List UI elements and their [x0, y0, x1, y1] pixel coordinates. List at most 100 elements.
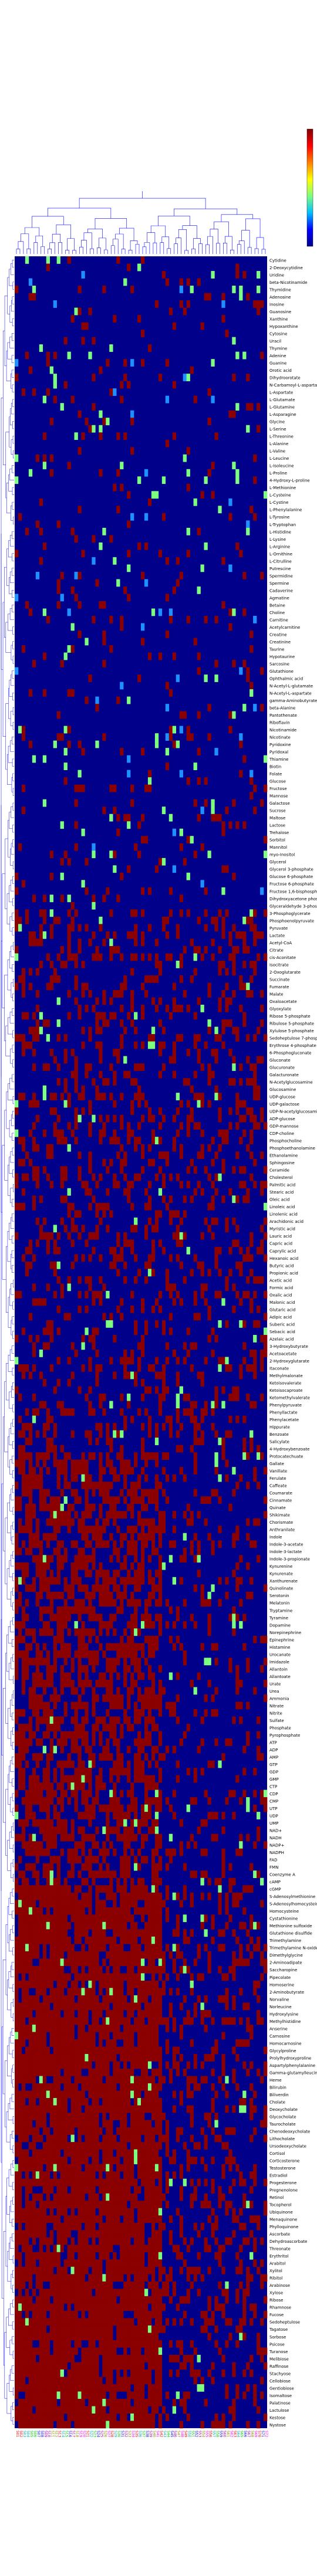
- heatmap-cell: [214, 814, 218, 822]
- heatmap-cell: [32, 1900, 36, 1908]
- heatmap-cell: [77, 571, 82, 579]
- heatmap-cell: [92, 1804, 96, 1812]
- heatmap-cell: [225, 1005, 229, 1012]
- heatmap-cell: [67, 1614, 71, 1622]
- heatmap-cell: [95, 1797, 99, 1805]
- heatmap-cell: [92, 1738, 96, 1746]
- heatmap-cell: [123, 1364, 127, 1372]
- heatmap-cell: [144, 1819, 149, 1827]
- heatmap-cell: [218, 1995, 222, 2003]
- heatmap-cell: [168, 1540, 173, 1548]
- heatmap-cell: [172, 1709, 177, 1717]
- heatmap-cell: [168, 909, 173, 917]
- heatmap-cell: [235, 351, 240, 360]
- heatmap-cell: [56, 1951, 60, 1959]
- heatmap-cell: [257, 2009, 261, 2018]
- heatmap-cell: [172, 1070, 177, 1079]
- heatmap-cell: [113, 1658, 117, 1666]
- row-dendrogram-branch: [11, 506, 14, 521]
- heatmap-cell: [77, 1973, 82, 1981]
- heatmap-cell: [32, 1679, 36, 1687]
- heatmap-cell: [144, 1232, 149, 1240]
- heatmap-cell: [25, 1944, 29, 1952]
- heatmap-cell: [49, 1320, 53, 1328]
- heatmap-cell: [225, 1921, 229, 1930]
- heatmap-cell: [161, 924, 166, 932]
- heatmap-cell: [39, 1892, 43, 1900]
- heatmap-cell: [109, 1012, 113, 1020]
- heatmap-cell: [144, 2032, 149, 2040]
- heatmap-cell: [56, 1276, 60, 1284]
- heatmap-cell: [113, 1760, 117, 1768]
- heatmap-cell: [214, 1217, 218, 1225]
- heatmap-cell: [165, 395, 170, 404]
- heatmap-cell: [197, 1555, 201, 1563]
- heatmap-cell: [116, 894, 120, 903]
- heatmap-cell: [74, 1621, 78, 1629]
- heatmap-cell: [147, 1489, 152, 1497]
- heatmap-cell: [239, 1848, 243, 1856]
- heatmap-cell: [123, 1716, 127, 1724]
- heatmap-cell: [218, 1540, 222, 1548]
- heatmap-cell: [242, 608, 247, 616]
- heatmap-cell: [204, 2009, 208, 2018]
- heatmap-cell: [21, 1914, 26, 1923]
- heatmap-cell: [42, 1804, 47, 1812]
- heatmap-cell: [137, 1570, 141, 1578]
- heatmap-cell: [60, 1459, 64, 1467]
- row-dendrogram-branch: [13, 942, 14, 950]
- heatmap-cell: [190, 1195, 194, 1204]
- heatmap-cell: [134, 1496, 138, 1504]
- heatmap-cell: [21, 968, 26, 976]
- heatmap-cell: [92, 1584, 96, 1592]
- heatmap-cell: [85, 1650, 89, 1658]
- heatmap-cell: [120, 1892, 124, 1900]
- heatmap-cell: [141, 1334, 145, 1343]
- heatmap-cell: [25, 1936, 29, 1944]
- heatmap-cell: [53, 1643, 57, 1651]
- heatmap-cell: [197, 945, 201, 954]
- heatmap-cell: [207, 850, 211, 859]
- heatmap-cell: [214, 2046, 218, 2055]
- heatmap-cell: [165, 953, 170, 961]
- row-dendrogram-branch: [11, 2028, 14, 2036]
- heatmap-cell: [260, 887, 264, 895]
- heatmap-cell: [204, 616, 208, 623]
- heatmap-cell: [190, 2017, 194, 2025]
- heatmap-cell: [32, 2046, 36, 2055]
- heatmap-cell: [42, 395, 47, 404]
- heatmap-cell: [141, 814, 145, 822]
- heatmap-cell: [102, 1489, 106, 1497]
- heatmap-cell: [120, 395, 124, 404]
- heatmap-cell: [249, 975, 254, 983]
- heatmap-cell: [137, 674, 141, 682]
- heatmap-cell: [190, 1364, 194, 1372]
- heatmap-cell: [56, 1929, 60, 1937]
- heatmap-cell: [172, 1041, 177, 1049]
- heatmap-cell: [242, 1019, 247, 1027]
- heatmap-cell: [60, 1892, 64, 1900]
- heatmap-cell: [123, 975, 127, 983]
- heatmap-cell: [99, 1716, 103, 1724]
- heatmap-cell: [260, 1753, 264, 1761]
- heatmap-cell: [49, 1885, 53, 1893]
- heatmap-cell: [154, 1482, 159, 1489]
- heatmap-cell: [81, 1914, 85, 1923]
- heatmap-cell: [56, 711, 60, 719]
- heatmap-cell: [46, 1621, 50, 1629]
- heatmap-cell: [53, 1833, 57, 1842]
- heatmap-cell: [28, 1526, 33, 1534]
- heatmap-cell: [46, 1503, 50, 1511]
- heatmap-cell: [134, 1863, 138, 1871]
- heatmap-cell: [141, 1760, 145, 1768]
- heatmap-cell: [102, 1570, 106, 1578]
- heatmap-cell: [120, 1313, 124, 1321]
- heatmap-cell: [39, 2039, 43, 2047]
- column-dendrogram-branch: [99, 238, 106, 250]
- heatmap-cell: [127, 1694, 131, 1702]
- heatmap-cell: [207, 1063, 211, 1071]
- heatmap-cell: [21, 1430, 26, 1438]
- heatmap-cell: [109, 1482, 113, 1489]
- heatmap-cell: [172, 1210, 177, 1218]
- heatmap-cell: [193, 1768, 197, 1775]
